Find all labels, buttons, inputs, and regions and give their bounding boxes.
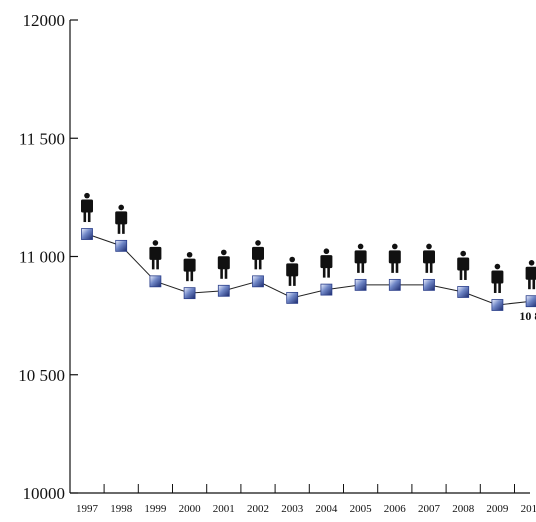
data-point-marker	[424, 279, 435, 290]
x-tick-label: 2010	[521, 503, 536, 515]
x-tick-label: 1998	[110, 503, 133, 515]
data-point-marker	[287, 292, 298, 303]
x-tick-label: 2004	[315, 503, 338, 515]
person-icon	[149, 240, 161, 269]
person-icon	[218, 250, 230, 279]
x-tick-label: 2007	[418, 503, 441, 515]
data-point-marker	[321, 284, 332, 295]
data-point-marker	[526, 296, 536, 307]
x-tick-label: 2009	[486, 503, 509, 515]
person-icon	[423, 244, 435, 273]
person-icon	[115, 205, 127, 234]
x-tick-label: 2005	[350, 503, 373, 515]
data-point-marker	[492, 299, 503, 310]
y-tick-label: 11 000	[19, 248, 65, 267]
person-icon	[81, 193, 93, 222]
data-point-marker	[82, 229, 93, 240]
person-icon	[184, 252, 196, 281]
x-tick-label: 2002	[247, 503, 269, 515]
axis-ticks	[70, 20, 515, 493]
y-tick-label: 10 500	[18, 366, 65, 385]
x-tick-label: 1999	[144, 503, 167, 515]
y-tick-label: 11 500	[19, 129, 65, 148]
y-tick-label: 10000	[23, 484, 66, 503]
x-tick-label: 2006	[384, 503, 407, 515]
x-tick-label: 2001	[213, 503, 235, 515]
x-tick-label: 1997	[76, 503, 99, 515]
person-icon	[286, 257, 298, 286]
data-point-marker	[253, 276, 264, 287]
data-point-marker	[150, 276, 161, 287]
x-tick-label: 2003	[281, 503, 304, 515]
person-icon	[252, 240, 264, 269]
person-icon	[355, 244, 367, 273]
person-icon	[526, 260, 536, 289]
data-label: 10 811	[519, 309, 536, 323]
data-point-marker	[458, 286, 469, 297]
data-point-marker	[184, 288, 195, 299]
person-icon	[320, 248, 332, 277]
data-point-marker	[355, 279, 366, 290]
x-tick-label: 2000	[179, 503, 202, 515]
data-point-marker	[389, 279, 400, 290]
person-icon	[491, 264, 503, 293]
y-tick-label: 12000	[23, 11, 66, 30]
pictogram-row	[81, 193, 536, 293]
axes	[70, 20, 530, 493]
data-point-marker	[218, 285, 229, 296]
person-icon	[389, 244, 401, 273]
data-point-marker	[116, 240, 127, 251]
x-tick-label: 2008	[452, 503, 475, 515]
person-icon	[457, 251, 469, 280]
